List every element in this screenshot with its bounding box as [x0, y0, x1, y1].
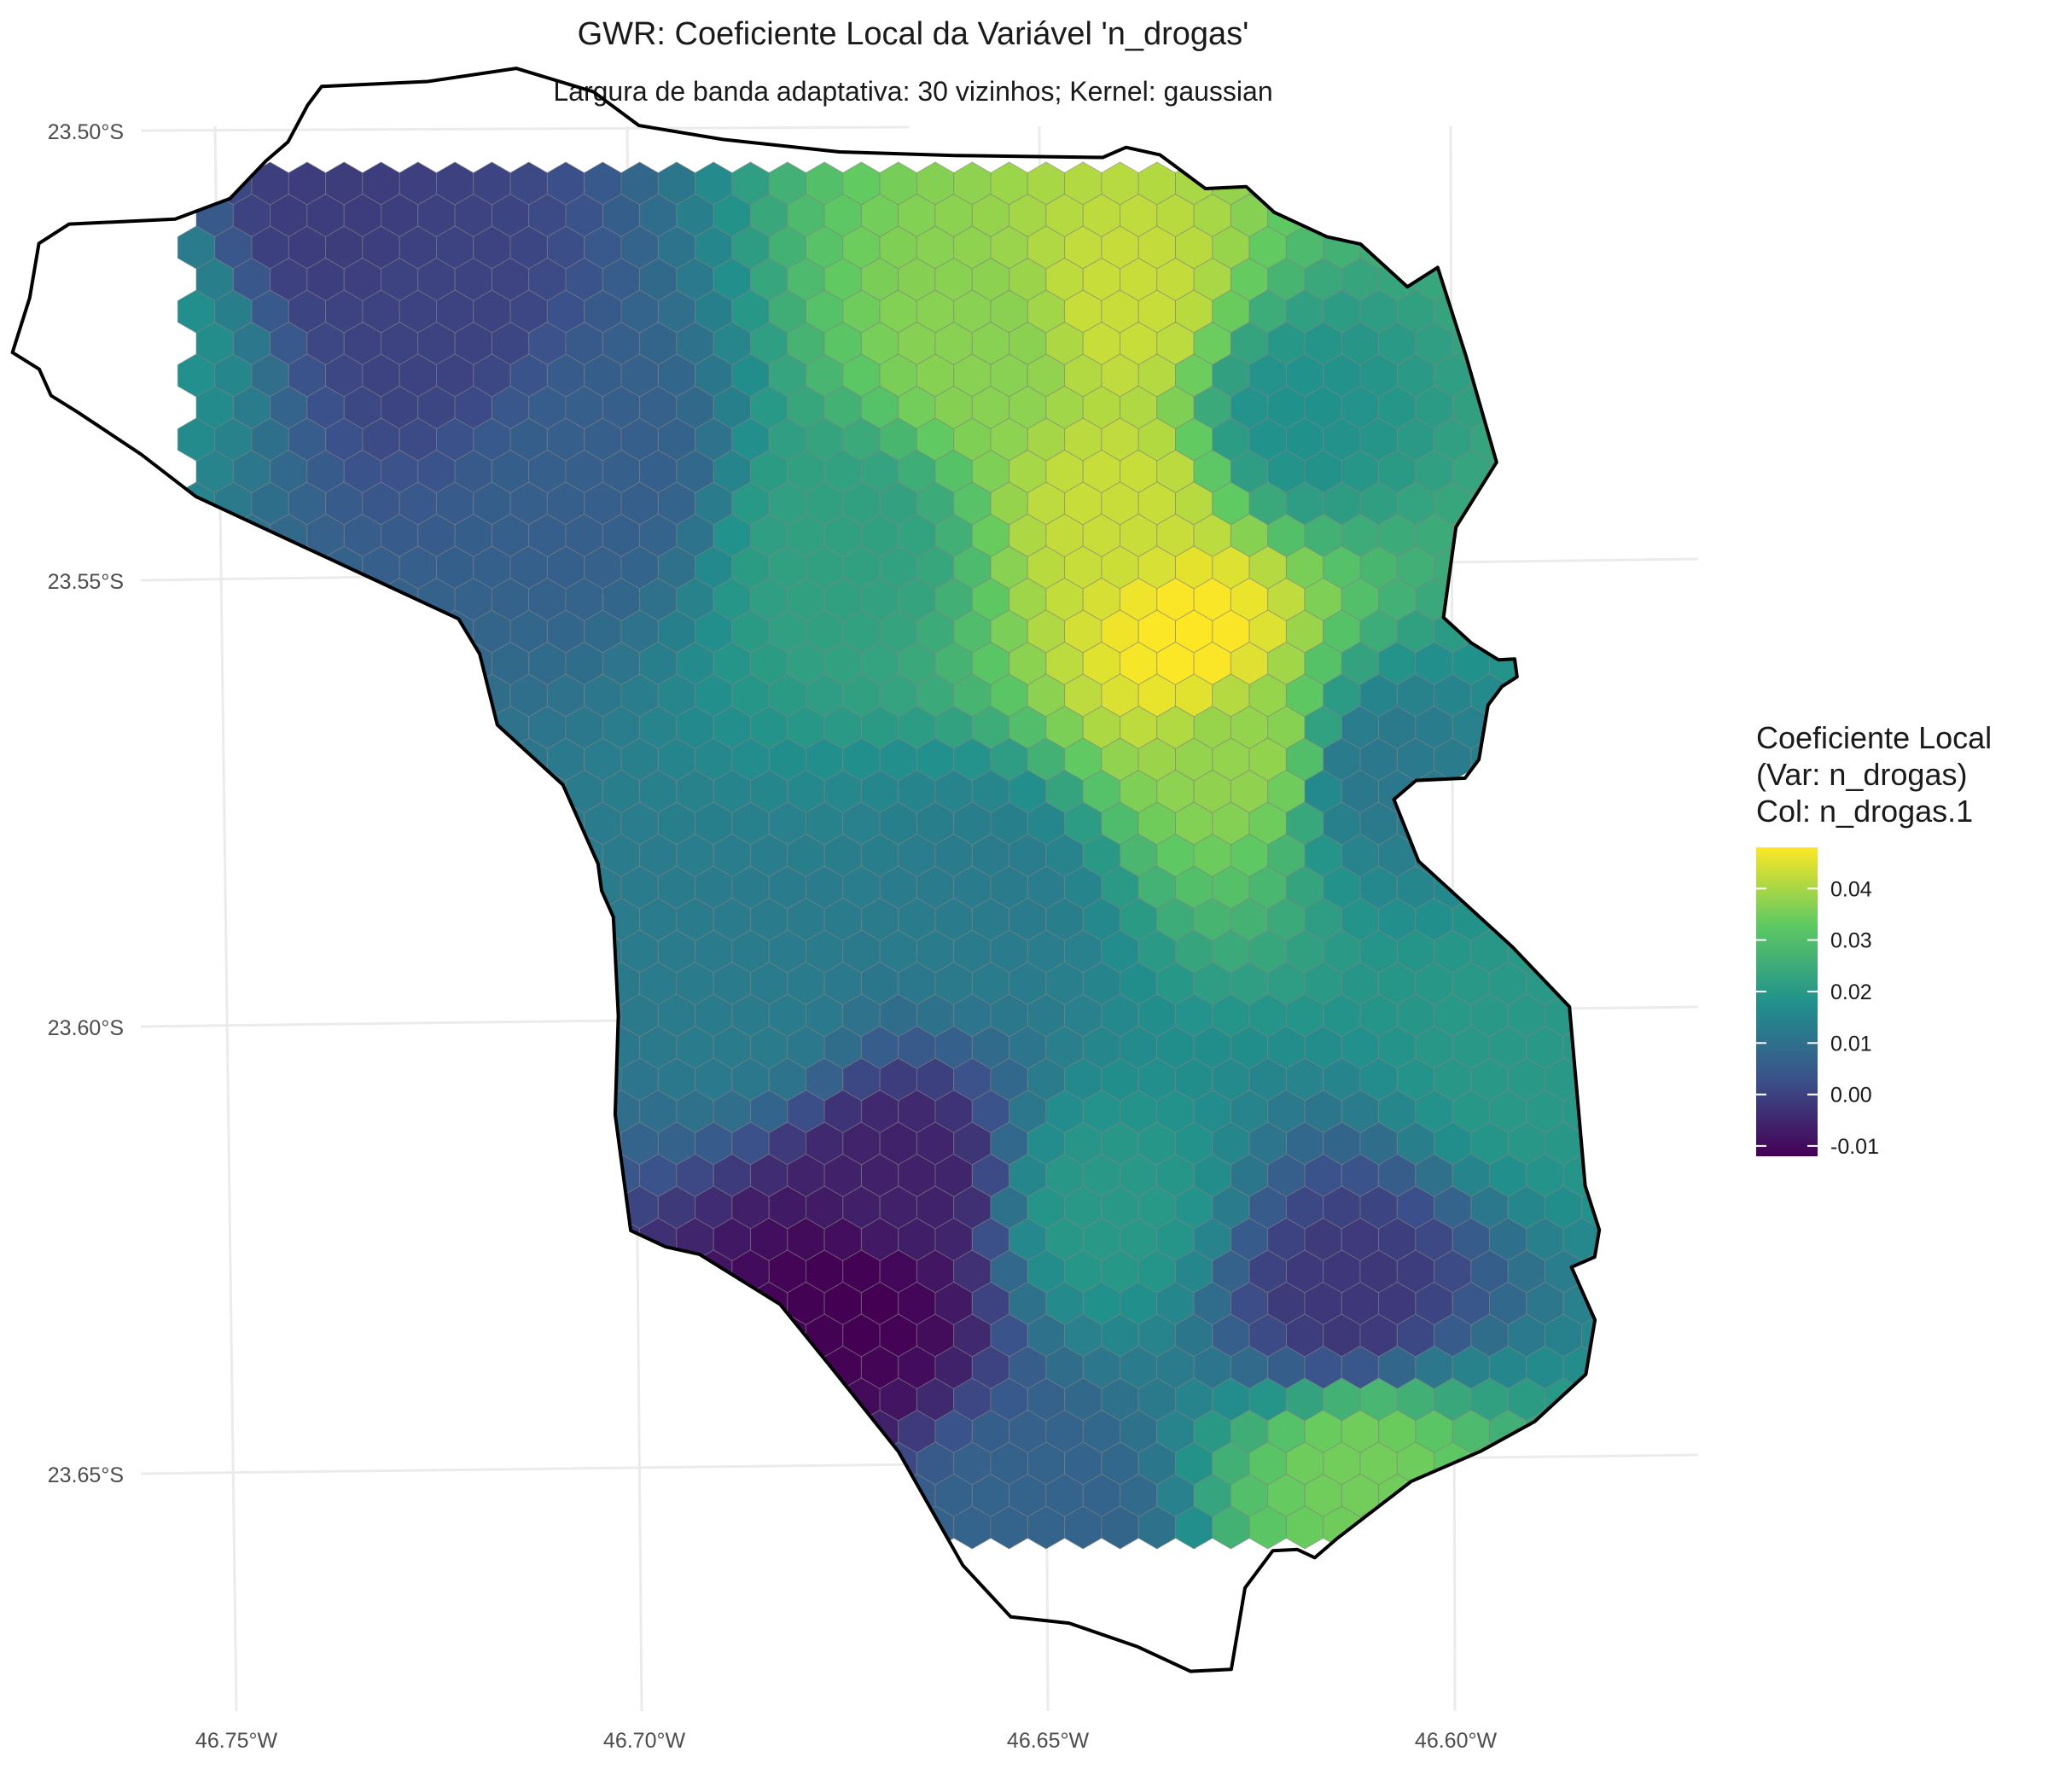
legend-tick-label: 0.04	[1830, 877, 1872, 901]
x-tick-label: 46.65°W	[1007, 1729, 1090, 1753]
y-axis-ticks: 23.50°S 23.55°S 23.60°S 23.65°S	[48, 120, 124, 1487]
x-axis-ticks: 46.75°W 46.70°W 46.65°W 46.60°W	[195, 1729, 1498, 1753]
legend-colorbar	[1756, 847, 1818, 1156]
y-tick-label: 23.50°S	[48, 120, 124, 144]
hex-cell	[584, 993, 622, 1038]
legend-ticks: 0.04 0.03 0.02 0.01 0.00 -0.01	[1756, 877, 1879, 1159]
legend-title-line-3: Col: n_drogas.1	[1756, 794, 1973, 829]
y-tick-label: 23.55°S	[48, 570, 124, 594]
legend-tick-label: 0.00	[1830, 1084, 1872, 1108]
region-boundary	[10, 67, 1602, 1673]
hex-cell	[1581, 1121, 1600, 1166]
gridline-lat-1	[140, 125, 910, 132]
legend-tick-label: 0.01	[1830, 1032, 1872, 1056]
legend-title-line-2: (Var: n_drogas)	[1756, 757, 1967, 792]
legend: Coeficiente Local (Var: n_drogas) Col: n…	[1756, 720, 1992, 1159]
legend-tick-label: -0.01	[1830, 1135, 1879, 1159]
x-tick-label: 46.70°W	[603, 1729, 686, 1753]
hexagon-grid	[177, 161, 1600, 1550]
plot-subtitle: Largura de banda adaptativa: 30 vizinhos…	[553, 76, 1272, 107]
plot-title: GWR: Coeficiente Local da Variável 'n_dr…	[578, 16, 1249, 52]
y-tick-label: 23.65°S	[48, 1463, 124, 1487]
legend-tick-label: 0.02	[1830, 980, 1872, 1004]
x-tick-label: 46.75°W	[195, 1729, 278, 1753]
legend-title-line-1: Coeficiente Local	[1756, 720, 1992, 755]
y-tick-label: 23.60°S	[48, 1016, 124, 1040]
x-tick-label: 46.60°W	[1415, 1729, 1498, 1753]
legend-tick-label: 0.03	[1830, 929, 1872, 953]
